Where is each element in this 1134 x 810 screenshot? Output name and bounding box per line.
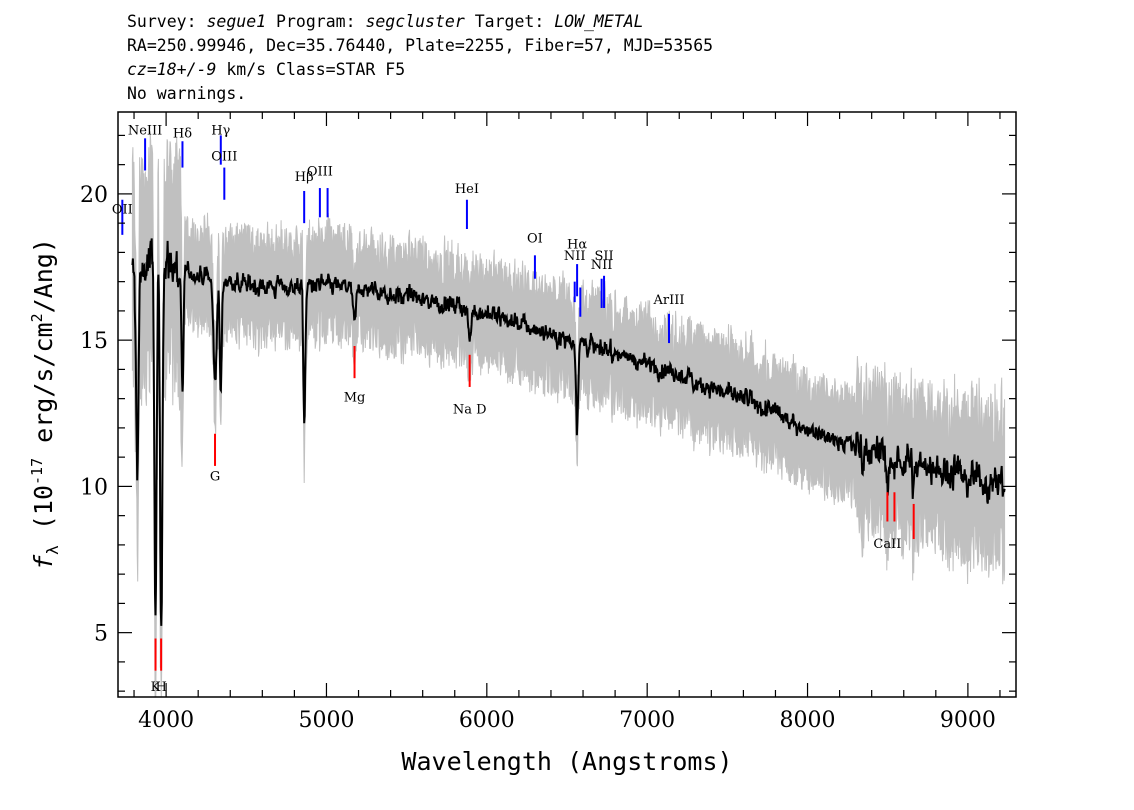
tick-labels: 4000 5000 6000 7000 8000 9000 5 10 15 20 — [80, 183, 996, 733]
y-axis-unit: erg/s/cm — [29, 322, 58, 457]
target-value: LOW_METAL — [554, 12, 644, 31]
x-tick-label-9000: 9000 — [940, 708, 996, 733]
emission-label-3869: NeIII — [128, 123, 162, 138]
y-axis-unit-2: /Ang) — [29, 238, 58, 313]
survey-value: segue1 — [206, 12, 267, 31]
cz-value: cz=18+/-9 — [127, 60, 217, 79]
absorption-label-8498: CaII — [873, 537, 901, 552]
flux-line — [131, 238, 1006, 626]
plot-frame — [117, 111, 1017, 698]
header-line-warnings: No warnings. — [127, 84, 247, 103]
emission-label-6563: Hα — [567, 237, 587, 252]
y-tick-label-20: 20 — [80, 183, 108, 208]
y-axis-open: (10 — [29, 485, 58, 545]
class-value: km/s Class=STAR F5 — [216, 60, 406, 79]
emission-label-4341: Hγ — [211, 123, 230, 138]
spectrum-header: Survey: segue1 Program: segcluster Targe… — [127, 10, 713, 106]
noise-band — [131, 131, 1006, 697]
emission-label-4363: OIII — [211, 150, 237, 165]
program-label: Program: — [266, 12, 366, 31]
header-line-coordinates: RA=250.99946, Dec=35.76440, Plate=2255, … — [127, 36, 714, 55]
y-axis-f: f — [29, 554, 58, 570]
x-tick-label-7000: 7000 — [619, 708, 675, 733]
y-axis-lambda: λ — [43, 545, 62, 555]
absorption-label-4305: G — [210, 470, 220, 485]
absorption-label-3934: K — [151, 680, 161, 695]
y-axis-title: fλ (10-17 erg/s/cm2/Ang) — [28, 238, 62, 570]
y-axis-exponent-2: 2 — [28, 313, 46, 322]
flux-series — [131, 238, 1006, 626]
y-axis-exponent: -17 — [28, 458, 46, 485]
program-value: segcluster — [365, 12, 465, 31]
x-tick-label-6000: 6000 — [459, 708, 515, 733]
survey-label: Survey: — [127, 12, 207, 31]
emission-label-6716: NII — [591, 258, 613, 273]
axis-ticks — [118, 112, 1016, 697]
x-tick-label-5000: 5000 — [298, 708, 354, 733]
emission-label-6548: NII — [564, 249, 586, 264]
x-axis-title: Wavelength (Angstroms) — [401, 747, 732, 776]
x-tick-label-4000: 4000 — [138, 708, 194, 733]
x-tick-label-8000: 8000 — [780, 708, 836, 733]
emission-label-4102: Hδ — [173, 126, 192, 141]
target-label: Target: — [464, 12, 555, 31]
emission-label-3727: OII — [112, 202, 133, 217]
noise-band-area — [131, 131, 1006, 697]
y-tick-label-5: 5 — [94, 622, 108, 647]
absorption-line-markers: KH G Mg Na D CaII — [151, 346, 915, 695]
absorption-label-5175: Mg — [344, 391, 366, 406]
emission-label-6300: OI — [527, 232, 543, 247]
emission-label-6731: SII — [594, 249, 613, 264]
emission-label-5876: HeI — [455, 182, 479, 197]
y-tick-label-15: 15 — [80, 329, 108, 354]
header-line-survey: Survey: segue1 Program: segcluster Targe… — [127, 10, 713, 34]
y-tick-label-10: 10 — [80, 475, 108, 500]
absorption-label-5893: Na D — [453, 402, 487, 417]
emission-label-4861: Hβ — [295, 170, 314, 185]
emission-label-7136: ArIII — [652, 293, 684, 308]
emission-label-4959: OIII — [307, 164, 333, 179]
header-line-redshift: cz=18+/-9 km/s Class=STAR F5 — [127, 58, 713, 82]
absorption-label-3969: H — [155, 680, 166, 695]
